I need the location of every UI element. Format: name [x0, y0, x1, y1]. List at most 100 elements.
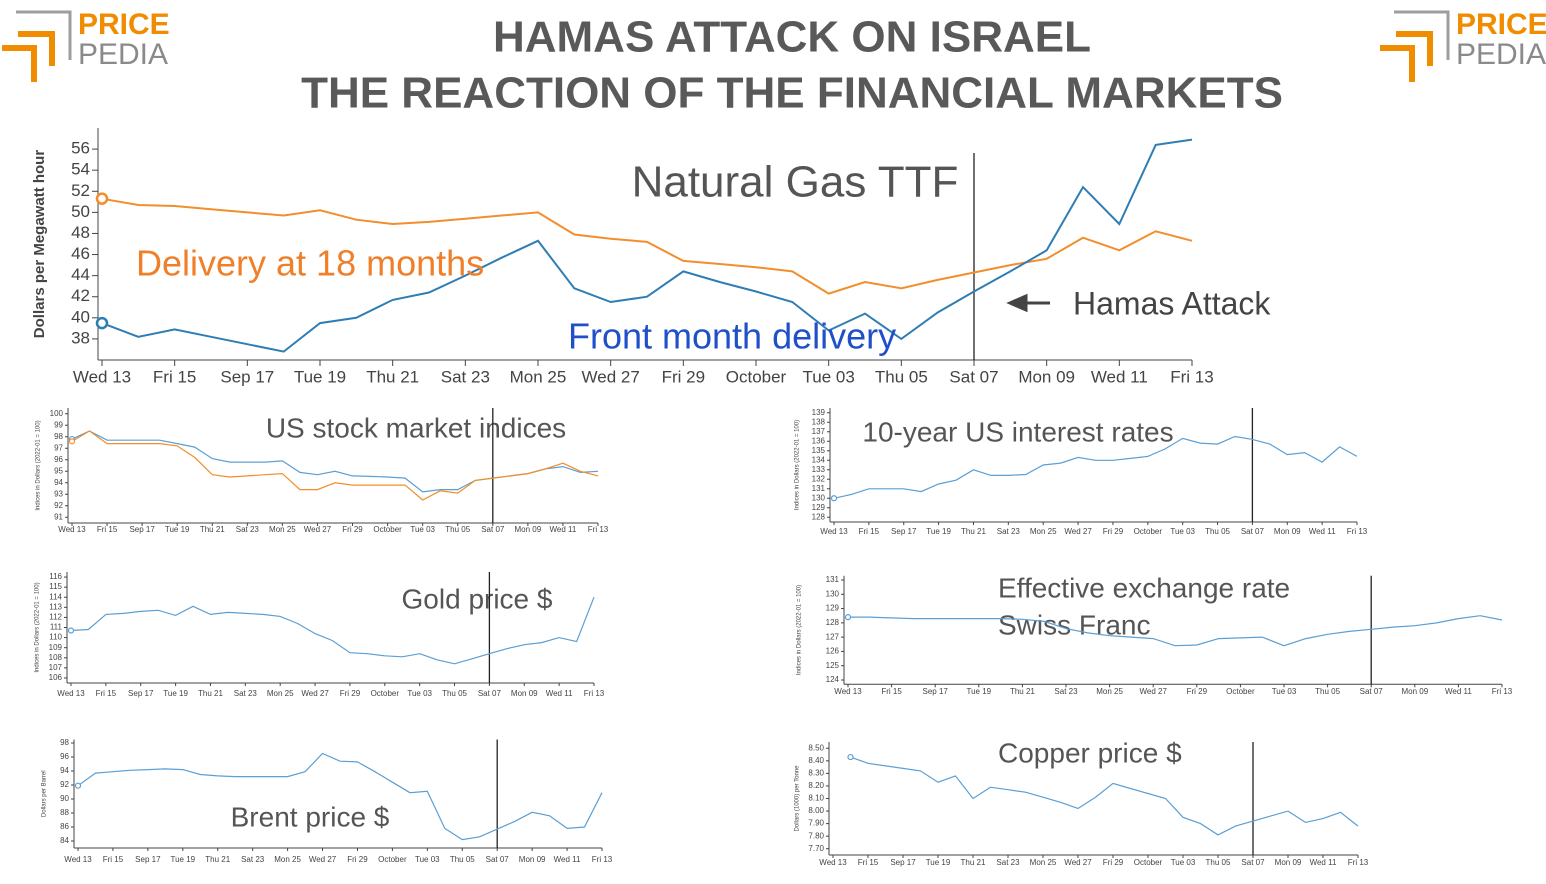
chart-title: Copper price $ — [998, 737, 1182, 768]
chart-title: Brent price $ — [231, 801, 390, 832]
y-tick-label: 98 — [54, 432, 63, 441]
series-label: Delivery at 18 months — [136, 243, 484, 284]
x-tick-label: Sep 17 — [128, 689, 154, 698]
y-tick-label: 96 — [60, 752, 69, 761]
y-tick-label: 110 — [49, 633, 62, 642]
x-tick-label: Sep 17 — [891, 527, 917, 536]
y-tick-label: 113 — [49, 602, 62, 611]
y-tick-label: 125 — [826, 661, 840, 670]
x-tick-label: Thu 05 — [1205, 527, 1230, 536]
y-tick-label: 48 — [71, 223, 90, 242]
y-tick-label: 92 — [54, 501, 63, 510]
x-tick-label: Thu 05 — [875, 367, 928, 386]
x-tick-label: Fri 13 — [1348, 858, 1369, 867]
series-line — [101, 138, 1193, 353]
x-tick-label: Fri 13 — [592, 855, 613, 864]
x-tick-label: Tue 19 — [294, 367, 346, 386]
x-tick-label: Wed 11 — [1310, 858, 1337, 867]
x-tick-label: Tue 19 — [163, 689, 188, 698]
x-tick-label: Fri 13 — [1492, 687, 1513, 696]
logo-left: PRICE PEDIA — [2, 8, 170, 82]
y-tick-label: 8.50 — [808, 743, 824, 752]
x-tick-label: Fri 15 — [153, 367, 196, 386]
y-tick-label: 109 — [49, 643, 63, 652]
y-tick-label: 7.70 — [808, 844, 824, 853]
y-tick-label: 56 — [71, 139, 90, 158]
y-tick-label: 133 — [812, 465, 826, 474]
y-axis-label: Indices in Dollars (2022-01 = 100) — [36, 420, 42, 510]
x-tick-label: Fri 15 — [881, 687, 902, 696]
y-tick-label: 129 — [812, 503, 826, 512]
x-tick-label: October — [1134, 858, 1163, 867]
y-axis-label: Indices in Dollars (2022-01 = 100) — [797, 585, 803, 675]
series-line — [833, 435, 1358, 499]
series-line — [71, 430, 599, 501]
y-tick-label: 52 — [71, 181, 90, 200]
x-tick-label: Fri 13 — [1170, 367, 1213, 386]
y-tick-label: 100 — [50, 409, 64, 418]
y-tick-label: 112 — [49, 613, 62, 622]
x-tick-label: Thu 21 — [961, 527, 986, 536]
x-tick-label: Tue 03 — [1272, 687, 1297, 696]
x-tick-label: October — [373, 525, 402, 534]
y-tick-label: 130 — [826, 589, 840, 598]
x-tick-label: Fri 13 — [588, 525, 609, 534]
x-tick-label: Mon 09 — [511, 689, 538, 698]
x-tick-label: Sep 17 — [135, 855, 161, 864]
chart: 91 92 93 94 95 96 97 98 99 100 Wed 13 Fri 15 Sep 17 T… — [36, 408, 609, 534]
y-tick-label: 8.30 — [808, 768, 824, 777]
y-tick-label: 93 — [54, 489, 63, 498]
y-tick-label: 131 — [812, 484, 826, 493]
x-tick-label: Mon 25 — [1096, 687, 1123, 696]
chart-title: Effective exchange rate — [998, 572, 1290, 603]
x-tick-label: Sat 07 — [486, 855, 510, 864]
x-tick-label: Sat 23 — [996, 858, 1020, 867]
y-tick-label: 130 — [812, 493, 826, 502]
x-tick-label: Sep 17 — [923, 687, 949, 696]
y-tick-label: 50 — [71, 202, 90, 221]
y-tick-label: 134 — [812, 455, 826, 464]
x-tick-label: Wed 11 — [1309, 527, 1336, 536]
x-tick-label: Thu 21 — [1010, 687, 1035, 696]
x-tick-label: Thu 21 — [198, 689, 223, 698]
series-line — [850, 756, 1359, 836]
x-tick-label: Thu 05 — [445, 525, 470, 534]
chart: 84 86 88 90 92 94 96 98 Wed 13 Fri 15 Sep 17 Tue 19… — [42, 738, 613, 864]
y-tick-label: 42 — [71, 286, 90, 305]
start-marker — [67, 627, 75, 634]
start-marker — [68, 438, 76, 445]
start-marker — [844, 614, 852, 621]
chart-title: Swiss Franc — [998, 609, 1150, 640]
y-tick-label: 136 — [812, 436, 826, 445]
x-tick-label: Mon 09 — [519, 855, 546, 864]
x-tick-label: Sat 07 — [1241, 527, 1265, 536]
x-tick-label: Fri 15 — [96, 689, 117, 698]
x-tick-label: Thu 05 — [1206, 858, 1231, 867]
y-tick-label: 8.00 — [808, 806, 824, 815]
x-tick-label: Mon 25 — [1030, 858, 1057, 867]
logo-right: PRICE PEDIA — [1380, 8, 1546, 82]
x-tick-label: Mon 09 — [1275, 858, 1302, 867]
x-tick-label: Fri 15 — [97, 525, 118, 534]
y-tick-label: 115 — [49, 582, 62, 591]
x-tick-label: Tue 03 — [415, 855, 440, 864]
x-tick-label: Fri 29 — [1103, 858, 1124, 867]
x-tick-label: Tue 03 — [407, 689, 432, 698]
series-line — [101, 197, 1193, 295]
x-tick-label: Fri 29 — [1187, 687, 1208, 696]
y-tick-label: 94 — [60, 766, 69, 775]
y-tick-label: 88 — [60, 808, 69, 817]
y-tick-label: 8.10 — [808, 794, 824, 803]
x-tick-label: Wed 13 — [73, 367, 131, 386]
x-tick-label: Fri 15 — [859, 527, 880, 536]
x-tick-label: Fri 29 — [340, 689, 361, 698]
annotation-arrow — [1006, 293, 1050, 313]
y-tick-label: 92 — [60, 780, 69, 789]
x-tick-label: Wed 13 — [820, 527, 848, 536]
chart-title: US stock market indices — [266, 412, 566, 443]
x-tick-label: Sat 07 — [481, 525, 505, 534]
x-tick-label: Tue 19 — [966, 687, 991, 696]
y-tick-label: 114 — [49, 592, 62, 601]
